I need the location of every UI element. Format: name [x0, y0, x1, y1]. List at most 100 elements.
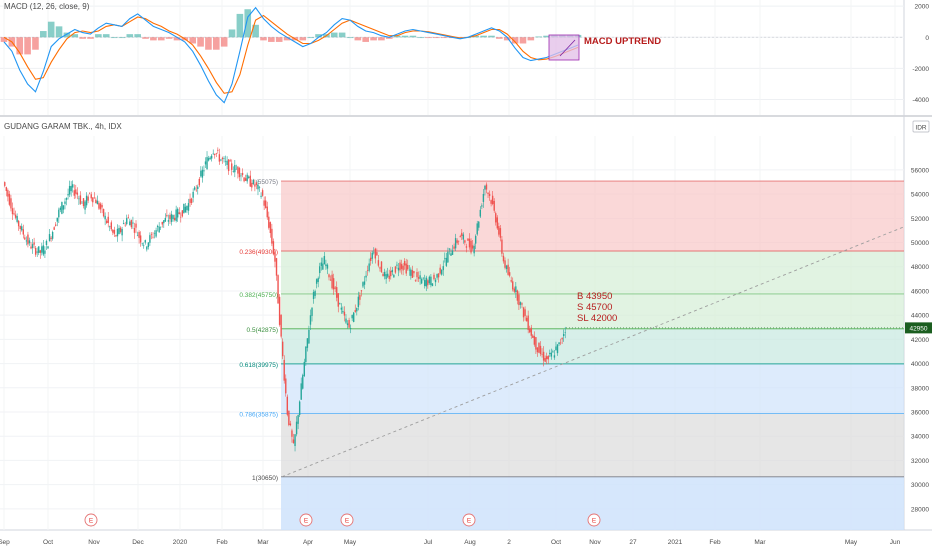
price-candle-body: [546, 356, 548, 360]
earnings-event-marker[interactable]: [587, 513, 601, 527]
time-tick-label: 27: [629, 539, 637, 546]
price-candle-body: [45, 240, 48, 246]
price-candle-body: [121, 229, 123, 236]
price-candle-body: [317, 278, 319, 283]
drawing-overlays[interactable]: 42950 E E E E E: [84, 226, 932, 527]
price-candle-body: [390, 270, 392, 277]
macd-uptrend-box[interactable]: [548, 34, 580, 61]
price-candle-body: [257, 184, 259, 190]
time-tick-label: Feb: [709, 539, 721, 546]
currency-badge[interactable]: [912, 120, 930, 133]
price-candle-body: [212, 153, 214, 155]
price-candle-body: [420, 279, 423, 284]
price-candle-body: [322, 263, 324, 270]
price-candle-body: [407, 264, 409, 270]
macd-histogram-bar: [126, 34, 134, 38]
macd-histogram-bar: [354, 37, 362, 41]
price-candle-body: [371, 252, 373, 259]
price-candle-body: [265, 200, 267, 208]
price-candle-body: [44, 250, 46, 254]
price-candle-body: [206, 157, 208, 170]
earnings-event-marker[interactable]: [299, 513, 313, 527]
price-candle-body: [4, 182, 6, 186]
price-candle-body: [556, 344, 559, 354]
price-candle-body: [135, 223, 137, 228]
price-candle-body: [391, 269, 394, 273]
price-candle-body: [68, 185, 71, 195]
price-candle-body: [445, 257, 448, 266]
price-candle-body: [496, 217, 498, 229]
earnings-event-marker[interactable]: [84, 513, 98, 527]
price-candle-body: [31, 244, 34, 249]
price-candle-body: [456, 240, 458, 243]
price-candle-body: [501, 239, 503, 254]
price-tick-label: 54000: [911, 192, 929, 199]
price-candle-body: [346, 323, 349, 326]
price-candle-body: [294, 434, 296, 447]
macd-signal-line: [3, 14, 579, 94]
macd-histogram-bar: [503, 37, 511, 41]
price-candle-body: [33, 242, 35, 245]
price-candle-body: [430, 276, 432, 286]
price-candle-body: [95, 199, 97, 204]
price-candle-body: [122, 223, 125, 224]
price-title[interactable]: GUDANG GARAM TBK., 4h, IDX: [4, 122, 122, 131]
macd-histogram-bar: [535, 36, 542, 38]
price-candle-body: [416, 272, 418, 278]
price-candle-body: [447, 251, 449, 263]
price-candle-body: [362, 282, 364, 287]
price-candle-body: [437, 273, 440, 278]
price-candle-body: [248, 176, 250, 178]
price-candle-body: [210, 155, 213, 159]
price-tick-label: 40000: [911, 361, 929, 368]
price-candle-body: [380, 261, 383, 273]
price-candle-body: [343, 311, 346, 316]
price-candle-body: [59, 207, 62, 210]
price-candle-body: [263, 200, 265, 206]
price-candle-body: [64, 201, 66, 204]
price-candle-body: [231, 163, 233, 170]
price-candle-body: [542, 351, 545, 361]
price-candle-body: [101, 205, 103, 208]
price-candle-body: [295, 421, 298, 435]
price-candle-body: [112, 229, 114, 233]
price-candle-body: [549, 352, 551, 354]
earnings-event-label: E: [89, 518, 94, 525]
time-tick-label: 2021: [668, 539, 683, 546]
price-candle-body: [136, 235, 139, 237]
macd-histogram-bar: [417, 37, 425, 39]
earnings-event-marker[interactable]: [462, 513, 476, 527]
fibonacci-retracement[interactable]: (55075) 0.236(49300) 0.382(45750) 0.5(42875…: [239, 179, 904, 530]
trendline[interactable]: [281, 226, 905, 478]
macd-title[interactable]: MACD (12, 26, close, 9): [4, 2, 90, 11]
price-candle-body: [518, 294, 520, 306]
price-candle-body: [558, 342, 560, 345]
price-candle-body: [275, 258, 278, 276]
price-candle-body: [36, 251, 38, 253]
macd-histogram-bar: [32, 37, 39, 50]
price-candle-body: [461, 232, 463, 236]
price-candle-body: [98, 202, 100, 209]
price-candle-body: [198, 178, 201, 186]
time-tick-label: Mar: [754, 539, 766, 546]
macd-histogram-bar: [385, 37, 393, 39]
price-candle-body: [232, 171, 234, 172]
price-candle-body: [280, 314, 282, 337]
price-candle-body: [544, 358, 546, 362]
macd-histogram-bar: [519, 37, 527, 44]
time-tick-label: Jun: [890, 539, 901, 546]
price-candle-body: [510, 280, 512, 282]
price-candle-body: [524, 309, 526, 316]
price-candle-body: [345, 318, 347, 323]
price-candle-body: [379, 267, 381, 269]
price-candle-body: [105, 220, 108, 223]
price-candle-body: [487, 192, 489, 194]
last-price-tag[interactable]: [905, 322, 932, 334]
price-candle-body: [14, 214, 17, 218]
earnings-event-marker[interactable]: [340, 513, 354, 527]
macd-histogram-bar: [212, 37, 220, 50]
price-candle-body: [255, 182, 258, 185]
price-candle-body: [268, 216, 270, 228]
time-tick-label: Dec: [132, 539, 144, 546]
price-candle-body: [382, 273, 384, 277]
